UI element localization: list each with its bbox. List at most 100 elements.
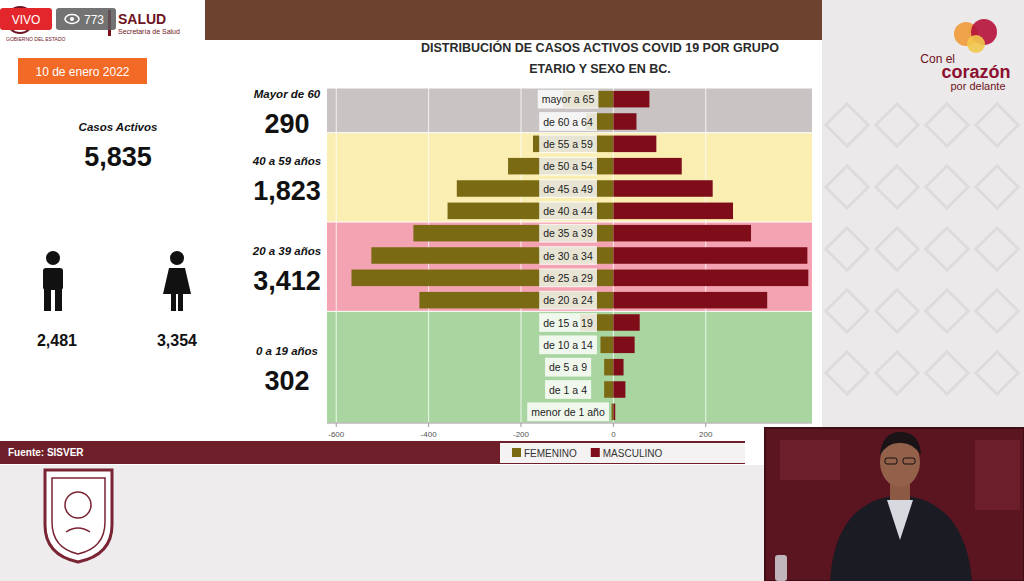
- male-total: 2,481: [37, 332, 77, 349]
- group-label: 40 a 59 años: [252, 155, 321, 167]
- bar: [413, 225, 613, 242]
- category-box: [539, 246, 597, 265]
- category-box: [538, 90, 599, 109]
- category-label: de 40 a 44: [543, 205, 593, 217]
- tick: [613, 423, 614, 427]
- icon-body: [163, 268, 191, 294]
- bar: [533, 136, 613, 153]
- logo-box: [0, 0, 205, 44]
- category-box: [527, 402, 609, 421]
- bar: [508, 158, 613, 175]
- bar: [613, 136, 656, 153]
- category-label: de 30 a 34: [543, 250, 593, 262]
- bar: [612, 404, 614, 421]
- x-axis: [327, 423, 812, 424]
- group-band: [327, 133, 812, 221]
- tick: [336, 423, 337, 427]
- icon-leg: [171, 293, 176, 311]
- pattern: [976, 104, 1018, 146]
- bar: [600, 337, 613, 354]
- category-box: [539, 112, 597, 131]
- grid-line: [336, 88, 337, 423]
- eye-pupil: [70, 17, 74, 21]
- pattern: [826, 290, 868, 332]
- group-total: 3,412: [253, 266, 321, 296]
- bar: [351, 270, 613, 287]
- bar: [613, 91, 649, 108]
- crest-detail: [66, 528, 90, 532]
- category-box: [539, 335, 597, 354]
- logo-text: SALUD: [118, 11, 166, 27]
- pattern: [976, 352, 1018, 394]
- pattern: [826, 166, 868, 208]
- brand-text: por delante: [950, 80, 1005, 92]
- pattern: [976, 166, 1018, 208]
- stage: SALUDSecretaría de SaludGOBIERNO DEL EST…: [0, 0, 1024, 581]
- bar: [613, 404, 615, 421]
- bar: [604, 381, 613, 398]
- source-strip: [0, 441, 745, 464]
- brand-mark: [967, 35, 985, 53]
- video-panel: [975, 440, 1020, 510]
- bar: [613, 247, 807, 264]
- category-label: de 35 a 39: [543, 227, 593, 239]
- pattern: [926, 228, 968, 270]
- crest-shield: [45, 470, 112, 562]
- category-label: de 60 a 64: [543, 116, 593, 128]
- category-label: de 1 a 4: [549, 384, 587, 396]
- crest-circle: [65, 492, 91, 518]
- header-bar: [205, 0, 822, 40]
- water-bottle: [775, 555, 787, 581]
- date: 10 de enero 2022: [35, 65, 129, 79]
- category-box: [539, 179, 597, 198]
- group-label: Mayor de 60: [254, 88, 321, 100]
- tick-label: -400: [421, 430, 438, 439]
- category-label: de 50 a 54: [543, 160, 593, 172]
- active-label: Casos Activos: [79, 121, 158, 133]
- pattern: [926, 166, 968, 208]
- icon-body: [43, 268, 63, 290]
- viewers-badge: [56, 8, 116, 30]
- female-icon: [163, 251, 191, 311]
- tick-label: 200: [699, 430, 713, 439]
- category-label: de 5 a 9: [549, 361, 587, 373]
- category-label: mayor a 65: [542, 93, 595, 105]
- category-label: de 20 a 24: [543, 294, 593, 306]
- female-total: 3,354: [157, 332, 197, 349]
- video-frame: [765, 428, 1024, 581]
- group-total: 290: [264, 109, 309, 139]
- category-box: [539, 201, 597, 220]
- bars: [351, 91, 808, 420]
- bar: [613, 203, 733, 220]
- bar: [613, 292, 767, 309]
- tick-label: 0: [611, 430, 616, 439]
- pattern: [826, 352, 868, 394]
- side-panel: [822, 0, 1024, 430]
- pattern: [876, 166, 918, 208]
- category-box: [539, 134, 597, 153]
- legend-label: FEMENINO: [524, 448, 577, 459]
- pattern: [926, 290, 968, 332]
- icon-leg: [178, 293, 183, 311]
- presenter-hair: [880, 432, 921, 455]
- group-label: 0 a 19 años: [256, 345, 318, 357]
- source: Fuente: SISVER: [8, 447, 84, 458]
- pattern: [926, 104, 968, 146]
- category-box: [539, 268, 597, 287]
- pattern: [876, 352, 918, 394]
- bar: [419, 292, 613, 309]
- category-label: menor de 1 año: [531, 406, 605, 418]
- brand-text: corazón: [941, 62, 1010, 82]
- background: [0, 0, 1024, 581]
- crest: [45, 470, 112, 562]
- pattern: [976, 290, 1018, 332]
- live-text: VIVO: [12, 13, 41, 27]
- category-box: [545, 380, 591, 399]
- category-label: de 55 a 59: [543, 138, 593, 150]
- logo-sub: Secretaría de Salud: [118, 28, 180, 35]
- category-label: de 15 a 19: [543, 317, 593, 329]
- presenter-body: [830, 495, 972, 581]
- bar: [613, 359, 623, 376]
- video-inset: [765, 428, 1024, 581]
- video-panel: [780, 440, 840, 480]
